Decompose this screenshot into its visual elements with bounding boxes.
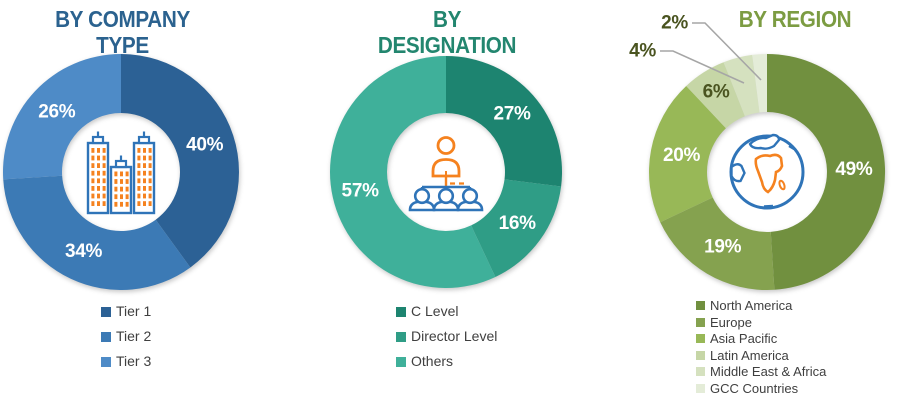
slice-tier-2: Tier 2: 34% (3, 175, 191, 290)
org-chart-icon (408, 136, 484, 212)
legend-swatch-europe (696, 317, 705, 327)
slice-c-level: C Level: 27% (446, 56, 563, 187)
percent-label-europe: 19% (704, 236, 742, 257)
slice-gcc-countries: GCC Countries: 2% (752, 53, 767, 113)
slice-director-level: Director Level: 16% (471, 179, 562, 277)
legend-item-north-america: North America (696, 299, 826, 313)
legend-label: North America (710, 298, 793, 313)
slice-north-america: North America: 49% (767, 53, 886, 290)
legend-label: C Level (411, 303, 459, 319)
legend-item-others: Others (396, 353, 497, 370)
chart-title-by-company-type: BY COMPANY TYPE (55, 6, 190, 58)
percent-label-asia-pacific: 20% (663, 145, 701, 166)
percent-label-tier-2: 34% (65, 241, 103, 262)
globe-icon (729, 133, 805, 210)
slice-tier-3: Tier 3: 26% (2, 53, 122, 180)
slice-others: Others: 57% (329, 56, 496, 289)
legend-item-latin-america: Latin America (696, 347, 826, 363)
legend-swatch-tier-2 (101, 331, 111, 342)
percent-label-tier-3: 26% (38, 101, 76, 122)
legend-item-director-level: Director Level (396, 328, 497, 345)
legend-label: Others (411, 353, 454, 369)
chart-title-by-region: BY REGION (738, 6, 852, 32)
legend-label: Middle East & Africa (710, 364, 827, 379)
percent-label-latin-america: 6% (703, 81, 730, 102)
legend-swatch-middle-east-africa (696, 367, 705, 377)
legend-by-designation: C Level Director Level Others (396, 303, 497, 378)
legend-label: GCC Countries (710, 380, 799, 396)
percent-label-c-level: 27% (493, 103, 531, 124)
percent-label-gcc-countries: 2% (661, 13, 688, 34)
percent-label-director-level: 16% (499, 213, 537, 234)
slice-tier-1: Tier 1: 40% (121, 54, 239, 268)
legend-swatch-tier-3 (101, 356, 111, 367)
legend-swatch-latin-america (696, 350, 705, 360)
buildings-icon (86, 131, 156, 215)
donut-by-designation: C Level: 27%Director Level: 16%Others: 5… (329, 56, 563, 289)
legend-label: Tier 1 (116, 303, 152, 319)
slice-asia-pacific: Asia Pacific: 20% (648, 85, 726, 223)
legend-item-tier-2: Tier 2 (101, 328, 151, 345)
percent-label-tier-1: 40% (186, 134, 224, 155)
leader-line-gcc-countries (692, 22, 762, 81)
slice-latin-america: Latin America: 6% (686, 62, 745, 129)
legend-item-tier-1: Tier 1 (101, 303, 151, 320)
legend-swatch-others (396, 356, 406, 367)
legend-swatch-c-level (396, 306, 406, 317)
legend-swatch-gcc-countries (696, 383, 705, 393)
legend-label: Tier 2 (116, 328, 152, 344)
legend-label: Latin America (710, 347, 789, 363)
legend-swatch-north-america (696, 301, 705, 311)
percent-label-middle-east-africa: 4% (629, 41, 656, 62)
legend-item-c-level: C Level (396, 303, 497, 320)
percent-label-north-america: 49% (835, 159, 873, 180)
legend-label: Asia Pacific (710, 331, 778, 346)
legend-item-europe: Europe (696, 314, 826, 330)
legend-label: Europe (710, 314, 752, 330)
percent-label-others: 57% (342, 181, 380, 202)
legend-label: Tier 3 (116, 353, 152, 369)
legend-by-company-type: Tier 1 Tier 2 Tier 3 (101, 303, 151, 378)
legend-label: Director Level (411, 328, 498, 344)
legend-swatch-asia-pacific (696, 334, 705, 344)
legend-swatch-tier-1 (101, 306, 111, 317)
donut-by-region: North America: 49%Europe: 19%Asia Pacifi… (648, 53, 886, 291)
legend-swatch-director-level (396, 331, 406, 342)
legend-item-middle-east-africa: Middle East & Africa (696, 365, 826, 379)
donut-by-company-type: Tier 1: 40%Tier 2: 34%Tier 3: 26% (2, 53, 239, 290)
slice-europe: Europe: 19% (660, 197, 775, 291)
chart-title-by-designation: BY DESIGNATION (377, 6, 517, 58)
legend-by-region: North America Europe Asia Pacific Latin Ame… (696, 299, 826, 398)
legend-item-tier-3: Tier 3 (101, 353, 151, 370)
legend-item-asia-pacific: Asia Pacific (696, 332, 826, 346)
leader-line-middle-east-africa (660, 50, 745, 84)
legend-item-gcc-countries: GCC Countries (696, 380, 826, 396)
